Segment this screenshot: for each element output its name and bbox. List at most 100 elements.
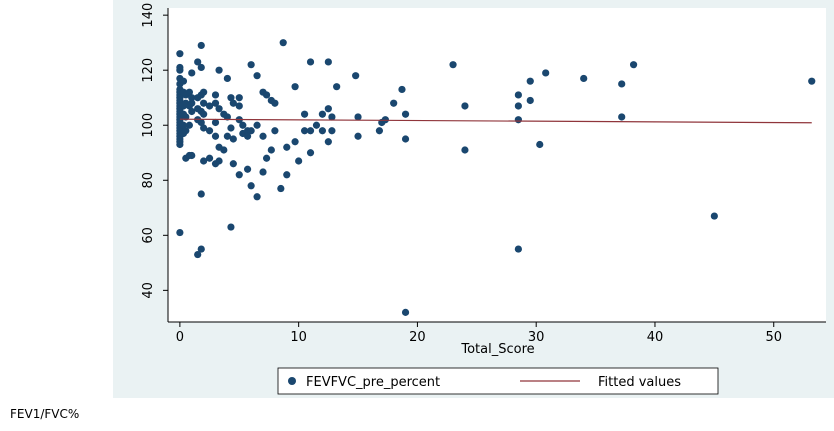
point	[259, 132, 267, 140]
x-tick-label: 0	[176, 330, 184, 345]
x-tick-label: 10	[290, 330, 307, 345]
point	[401, 308, 410, 316]
point	[188, 151, 196, 160]
point	[176, 66, 184, 74]
point	[295, 157, 303, 165]
point	[188, 107, 196, 116]
point	[253, 72, 261, 80]
x-axis-title: Total_Score	[460, 342, 534, 357]
point	[352, 72, 360, 80]
point	[375, 127, 384, 135]
point	[227, 94, 235, 102]
point	[283, 171, 291, 179]
y-tick-label: 80	[141, 172, 156, 189]
point	[197, 41, 205, 50]
point	[618, 80, 626, 88]
point	[318, 110, 327, 118]
point	[205, 154, 214, 162]
point	[239, 121, 247, 129]
point	[259, 168, 267, 176]
point	[381, 116, 389, 124]
point	[390, 99, 398, 107]
y-tick-label: 40	[141, 282, 156, 299]
point	[324, 58, 332, 66]
point	[200, 99, 208, 107]
point	[188, 99, 196, 107]
legend-symbol	[288, 377, 296, 385]
point	[185, 88, 193, 96]
point	[710, 212, 718, 220]
point	[333, 83, 341, 91]
point	[618, 113, 626, 121]
point	[223, 113, 231, 121]
point	[324, 138, 332, 146]
point	[243, 132, 252, 140]
point	[401, 110, 410, 118]
footer-label: FEV1/FVC%	[10, 407, 79, 421]
point	[291, 83, 299, 91]
point	[194, 250, 202, 259]
x-tick-label: 20	[409, 330, 426, 345]
point	[197, 245, 205, 253]
point	[211, 132, 220, 140]
point	[215, 105, 223, 113]
point	[808, 77, 816, 85]
point	[271, 99, 279, 107]
point	[306, 127, 315, 135]
point	[211, 118, 220, 127]
point	[277, 184, 285, 193]
point	[229, 99, 237, 107]
point	[253, 193, 261, 201]
point	[283, 143, 291, 151]
point	[629, 61, 638, 69]
point	[188, 69, 196, 77]
point	[243, 165, 252, 173]
point	[271, 127, 279, 135]
point	[514, 102, 522, 110]
point	[235, 94, 243, 102]
point	[197, 63, 205, 72]
point	[306, 58, 315, 66]
point	[514, 116, 522, 124]
point	[247, 127, 255, 135]
point	[461, 146, 469, 154]
point	[536, 140, 544, 149]
point	[253, 121, 261, 129]
point	[182, 127, 190, 135]
x-tick-label: 40	[647, 330, 664, 345]
y-tick-label: 120	[141, 58, 156, 83]
point	[262, 154, 271, 162]
point	[324, 105, 332, 113]
point	[300, 127, 309, 135]
point	[179, 121, 188, 129]
point	[235, 171, 243, 179]
point	[526, 77, 534, 85]
point	[215, 157, 223, 165]
point	[200, 124, 208, 132]
point	[262, 91, 271, 99]
point	[179, 77, 188, 85]
point	[354, 132, 362, 140]
point	[229, 135, 237, 143]
point	[354, 113, 362, 121]
point	[526, 96, 534, 105]
point	[235, 102, 243, 110]
point	[211, 99, 220, 107]
y-tick-label: 100	[141, 113, 156, 138]
point	[197, 190, 205, 198]
point	[176, 228, 184, 237]
point	[197, 118, 205, 127]
point	[247, 61, 255, 69]
point	[227, 223, 235, 231]
point	[398, 85, 406, 94]
legend	[277, 367, 719, 395]
point	[200, 157, 208, 165]
point	[328, 127, 336, 135]
point	[312, 121, 321, 129]
point	[542, 69, 550, 77]
point	[328, 113, 336, 121]
point	[205, 102, 214, 110]
point	[227, 124, 235, 132]
